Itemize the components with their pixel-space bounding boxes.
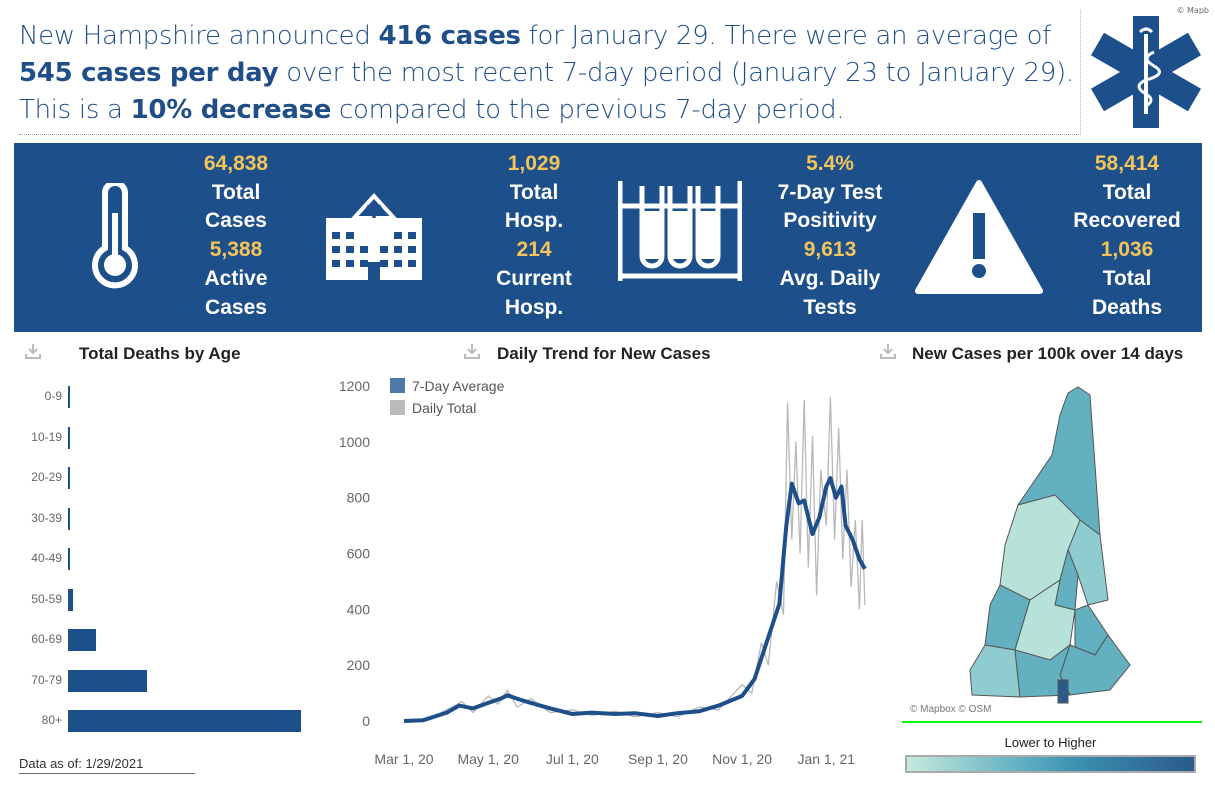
age-label: 70-79 <box>31 672 62 687</box>
svg-text:✱: ✱ <box>365 199 383 224</box>
stat-hospitalizations: 1,029 Total Hosp. 214 Current Hosp. <box>496 152 572 319</box>
y-tick-label: 400 <box>347 601 371 617</box>
age-label: 80+ <box>41 713 62 727</box>
test-tubes-icon <box>618 181 742 281</box>
age-bar[interactable] <box>68 467 70 489</box>
age-label: 10-19 <box>31 429 62 444</box>
age-label: 40-49 <box>31 551 62 565</box>
age-label: 20-29 <box>31 470 62 484</box>
seven-day-average-line <box>403 476 867 723</box>
legend-label: Lower to Higher <box>1004 735 1097 750</box>
legend-swatch-average <box>390 378 405 393</box>
stat-outcomes: 58,414 Total Recovered 1,036 Total Deaths <box>1073 152 1181 319</box>
county-hillsborough <box>1014 643 1071 698</box>
divider <box>1080 10 1081 135</box>
logo-credit: © Mapb <box>1176 6 1209 15</box>
county-nashua <box>1057 679 1069 704</box>
y-tick-label: 600 <box>347 546 371 562</box>
legend-swatch-daily <box>390 400 405 415</box>
x-tick-label: May 1, 20 <box>457 751 519 767</box>
map-title: New Cases per 100k over 14 days <box>912 344 1184 363</box>
age-label: 50-59 <box>31 591 62 606</box>
download-icon[interactable] <box>880 343 896 359</box>
x-tick-label: Nov 1, 20 <box>712 751 772 767</box>
x-tick-label: Sep 1, 20 <box>628 751 688 767</box>
thermometer-icon <box>92 183 138 289</box>
y-tick-label: 1200 <box>339 378 370 394</box>
legend-label-daily: Daily Total <box>412 400 476 416</box>
download-icon[interactable] <box>25 343 41 359</box>
legend-label-average: 7-Day Average <box>412 378 505 394</box>
x-tick-label: Jul 1, 20 <box>546 751 599 767</box>
age-label: 30-39 <box>31 510 62 525</box>
age-bar[interactable] <box>68 386 70 408</box>
nh-county-map[interactable] <box>960 385 1140 710</box>
x-tick-label: Mar 1, 20 <box>374 751 433 767</box>
x-tick-label: Jan 1, 21 <box>797 751 855 767</box>
headline-summary: New Hampshire announced 416 cases for Ja… <box>19 21 1074 125</box>
age-label: 0-9 <box>44 389 62 403</box>
daily-trend-chart: 0 200 400 600 800 1000 1200 Mar 1, 20 May 1, 20 J… <box>330 370 890 784</box>
age-bar[interactable] <box>68 507 70 530</box>
y-tick-label: 800 <box>347 490 371 506</box>
county-cheshire <box>969 644 1021 698</box>
deaths-by-age-title: Total Deaths by Age <box>79 344 241 363</box>
divider <box>902 721 1202 723</box>
y-tick-label: 1000 <box>339 434 370 450</box>
age-bar[interactable] <box>68 588 74 611</box>
hospital-icon: ✱ <box>326 193 422 280</box>
stat-testing: 5.4% 7-Day Test Positivity 9,613 Avg. Daily… <box>777 152 883 319</box>
y-tick-label: 200 <box>347 657 371 673</box>
age-bar[interactable] <box>68 669 147 692</box>
color-legend-gradient <box>905 755 1196 773</box>
star-of-life-icon <box>1091 16 1201 128</box>
age-bar[interactable] <box>68 629 97 651</box>
y-tick-label: 0 <box>362 713 370 729</box>
stat-cases: 64,838 Total Cases 5,388 Active Cases <box>203 152 269 319</box>
daily-total-line <box>403 397 866 722</box>
age-bar[interactable] <box>68 426 70 449</box>
stats-banner: 64,838 Total Cases 5,388 Active Cases ✱ 1,02… <box>14 143 1202 332</box>
age-bar[interactable] <box>68 710 301 732</box>
daily-trend-title: Daily Trend for New Cases <box>497 344 711 363</box>
age-bar[interactable] <box>68 548 71 570</box>
divider <box>19 134 1081 135</box>
warning-icon <box>915 180 1043 294</box>
age-label: 60-69 <box>31 632 62 646</box>
data-as-of: Data as of: 1/29/2021 <box>19 756 195 774</box>
download-icon[interactable] <box>464 343 480 359</box>
map-credit: © Mapbox © OSM <box>910 704 992 715</box>
